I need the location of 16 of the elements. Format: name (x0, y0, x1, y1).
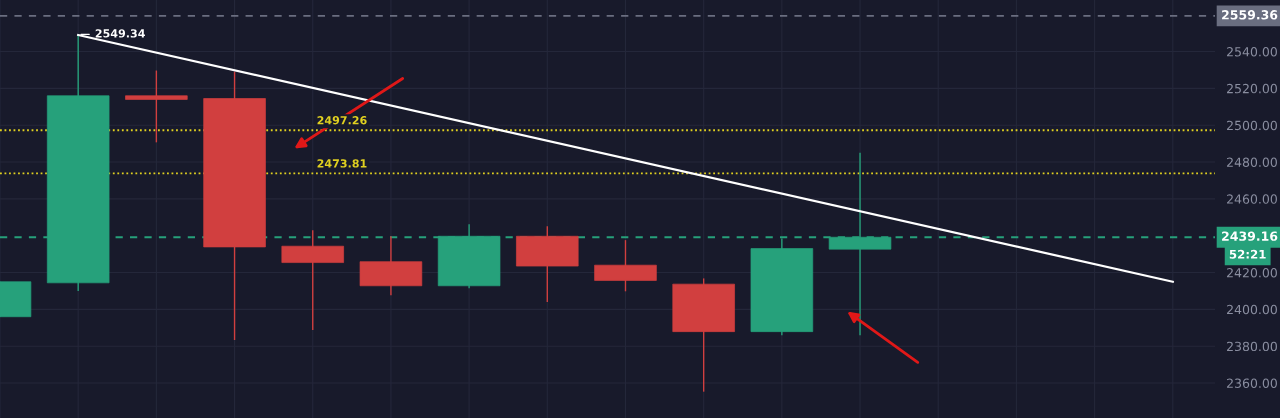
y-tick-label: 2540.00 (1227, 47, 1277, 57)
y-tick-label: 2360.00 (1227, 378, 1277, 388)
ref-line-label: 2473.81 (317, 159, 367, 168)
y-tick-label: 2460.00 (1227, 194, 1277, 204)
y-tick-label: 2480.00 (1227, 157, 1277, 167)
y-tick-label: 2400.00 (1227, 304, 1277, 315)
ref-line-label: 2559.36 (1222, 10, 1278, 20)
y-tick-label: 2500.00 (1227, 120, 1277, 131)
ref-line-label: 2439.16 (1222, 231, 1278, 241)
candlestick (125, 69, 188, 144)
y-tick-label: 2520.00 (1227, 83, 1277, 94)
y-tick-label: 2420.00 (1227, 268, 1277, 278)
y-tick-label: 2380.00 (1227, 341, 1277, 352)
text: 52:21 (1229, 249, 1266, 259)
ref-line-label: 2497.26 (317, 116, 367, 125)
annotation: 2549.34 (95, 29, 145, 38)
